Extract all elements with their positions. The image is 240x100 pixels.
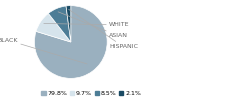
Text: ASIAN: ASIAN: [58, 12, 128, 38]
Text: HISPANIC: HISPANIC: [69, 9, 138, 49]
Legend: 79.8%, 9.7%, 8.5%, 2.1%: 79.8%, 9.7%, 8.5%, 2.1%: [41, 90, 142, 97]
Wedge shape: [66, 6, 71, 42]
Text: WHITE: WHITE: [44, 22, 130, 27]
Text: BLACK: BLACK: [0, 38, 87, 64]
Wedge shape: [34, 6, 107, 78]
Wedge shape: [48, 6, 71, 42]
Wedge shape: [36, 13, 71, 42]
